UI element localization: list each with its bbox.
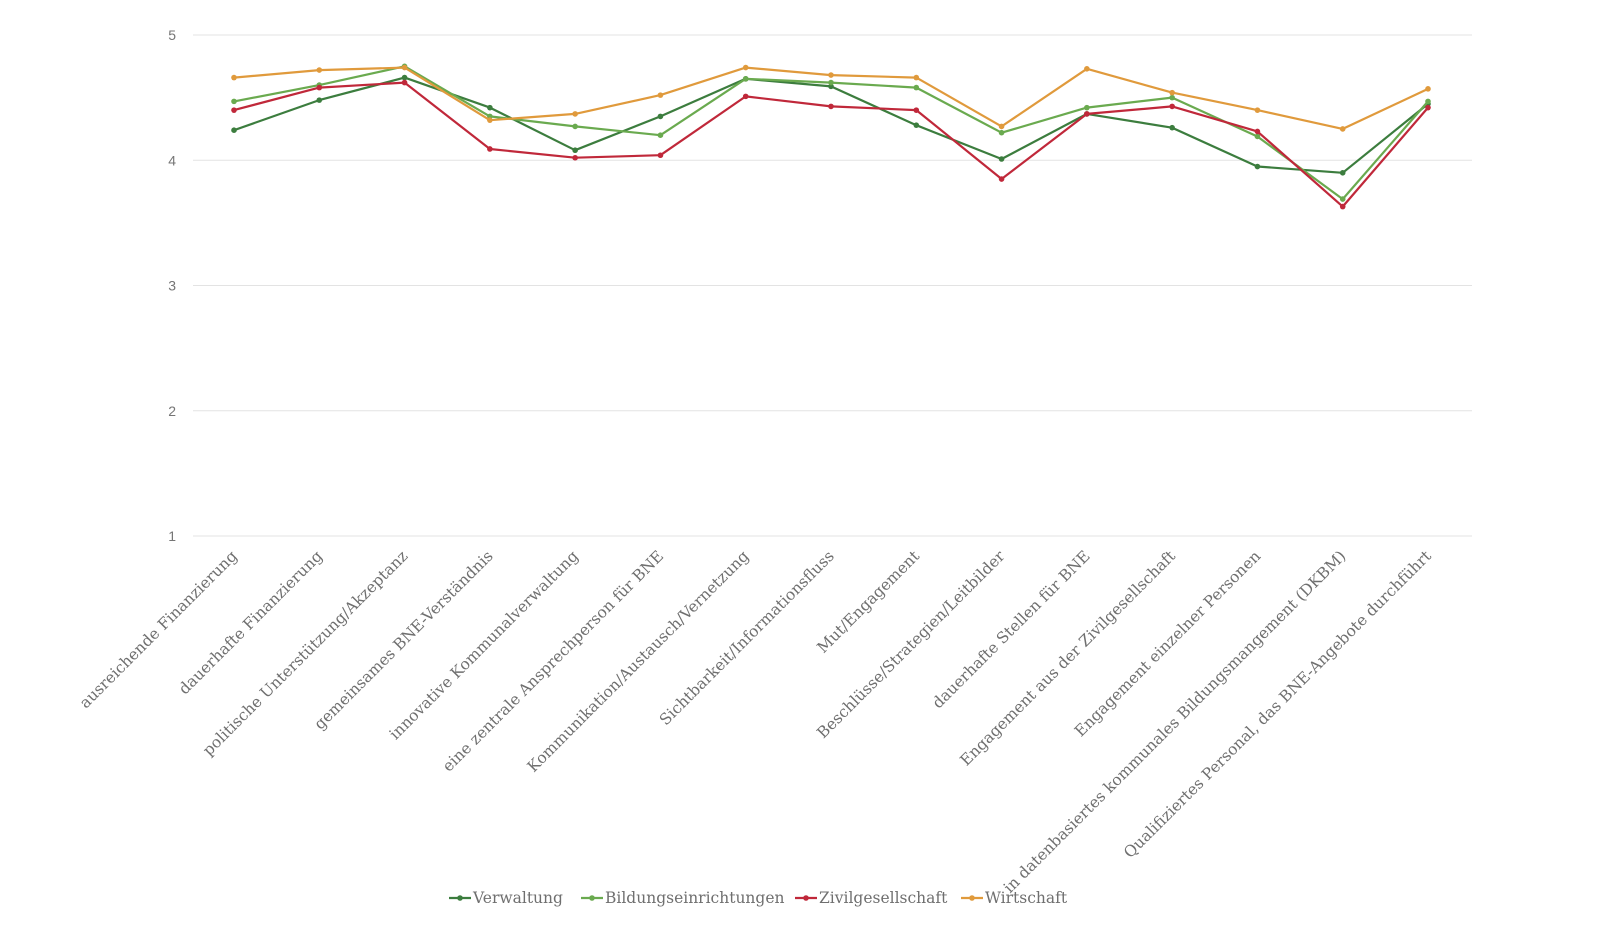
- data-point: [316, 67, 323, 73]
- data-point: [487, 117, 493, 123]
- legend-label: Zivilgesellschaft: [819, 889, 948, 907]
- x-tick-label: gemeinsames BNE-Verständnis: [311, 547, 497, 733]
- data-point: [1425, 86, 1431, 92]
- legend-item-zivilgesellschaft[interactable]: Zivilgesellschaft: [795, 889, 948, 907]
- data-point: [401, 74, 408, 81]
- legend-swatch-dot: [457, 895, 463, 901]
- x-tick-label: innovative Kommunalverwaltung: [386, 547, 582, 743]
- legend-swatch-dot: [803, 895, 809, 901]
- data-point: [1425, 104, 1431, 111]
- data-point: [1339, 203, 1346, 210]
- series-lines: [231, 63, 1431, 210]
- y-tick-label: 4: [168, 152, 176, 168]
- data-point: [1169, 89, 1175, 96]
- x-tick-label: dauerhafte Finanzierung: [175, 547, 326, 698]
- series-bildungseinrichtungen: [231, 63, 1431, 202]
- data-point: [913, 74, 920, 81]
- data-point: [401, 79, 408, 86]
- data-point: [998, 123, 1005, 130]
- data-point: [1339, 196, 1346, 202]
- grid-lines: [193, 34, 1472, 537]
- legend-label: Wirtschaft: [985, 889, 1068, 907]
- data-point: [913, 107, 920, 113]
- x-tick-label: ausreichende Finanzierung: [76, 547, 241, 712]
- legend: Verwaltung Bildungseinrichtungen Zivilgese…: [449, 889, 1068, 907]
- x-tick-label: dauerhafte Stellen für BNE: [929, 547, 1094, 712]
- data-point: [657, 152, 664, 159]
- data-point: [657, 92, 664, 98]
- data-point: [1084, 111, 1090, 117]
- legend-label: Bildungseinrichtungen: [605, 889, 785, 907]
- data-point: [1084, 104, 1090, 111]
- legend-swatch-dot: [589, 895, 595, 901]
- y-tick-label: 5: [168, 27, 176, 43]
- data-point: [913, 122, 920, 128]
- data-point: [316, 97, 323, 103]
- x-tick-label: Sichtbarkeit/Informationsfluss: [656, 547, 838, 729]
- data-point: [231, 127, 237, 133]
- data-point: [1254, 107, 1261, 113]
- data-point: [1084, 66, 1090, 72]
- data-point: [742, 93, 749, 100]
- legend-label: Verwaltung: [472, 889, 563, 907]
- y-axis-ticks: 1 2 3 4 5: [168, 27, 176, 544]
- x-tick-label: Beschlüsse/Strategien/Leitbilder: [814, 547, 1009, 742]
- y-tick-label: 2: [168, 403, 176, 419]
- data-point: [231, 74, 237, 81]
- data-point: [828, 103, 834, 110]
- data-point: [1169, 124, 1175, 131]
- data-point: [998, 156, 1005, 162]
- data-point: [572, 154, 578, 161]
- series-line: [232, 81, 1430, 208]
- data-point: [657, 132, 664, 138]
- data-point: [742, 64, 749, 71]
- data-point: [1339, 169, 1346, 176]
- data-point: [828, 79, 834, 86]
- data-point: [657, 113, 664, 120]
- data-point: [828, 72, 834, 78]
- series-verwaltung: [231, 74, 1431, 176]
- data-point: [742, 76, 749, 82]
- series-line: [232, 76, 1430, 174]
- data-point: [998, 176, 1005, 182]
- legend-item-wirtschaft[interactable]: Wirtschaft: [961, 889, 1068, 907]
- legend-swatch-dot: [969, 895, 975, 901]
- y-tick-label: 1: [168, 528, 176, 544]
- x-tick-label: Qualifiziertes Personal, das BNE-Angebot…: [1120, 547, 1435, 862]
- series-zivilgesellschaft: [231, 79, 1431, 210]
- data-point: [231, 98, 237, 105]
- legend-item-bildungseinrichtungen[interactable]: Bildungseinrichtungen: [581, 889, 785, 907]
- data-point: [1254, 133, 1261, 140]
- legend-item-verwaltung[interactable]: Verwaltung: [449, 889, 563, 907]
- y-tick-label: 3: [168, 278, 176, 294]
- x-tick-label: Engagement einzelner Personen: [1071, 547, 1264, 740]
- data-point: [316, 84, 323, 91]
- data-point: [1169, 103, 1175, 110]
- data-point: [487, 146, 493, 152]
- data-point: [913, 84, 920, 91]
- series-wirtschaft: [231, 64, 1431, 132]
- data-point: [1425, 98, 1431, 105]
- data-point: [1254, 128, 1261, 135]
- data-point: [1339, 126, 1346, 132]
- data-point: [1169, 94, 1175, 101]
- data-point: [572, 147, 578, 154]
- data-point: [572, 123, 578, 130]
- data-point: [998, 129, 1005, 136]
- data-point: [487, 104, 493, 111]
- data-point: [401, 64, 408, 71]
- data-point: [231, 107, 237, 113]
- data-point: [572, 111, 578, 117]
- data-point: [1254, 163, 1261, 170]
